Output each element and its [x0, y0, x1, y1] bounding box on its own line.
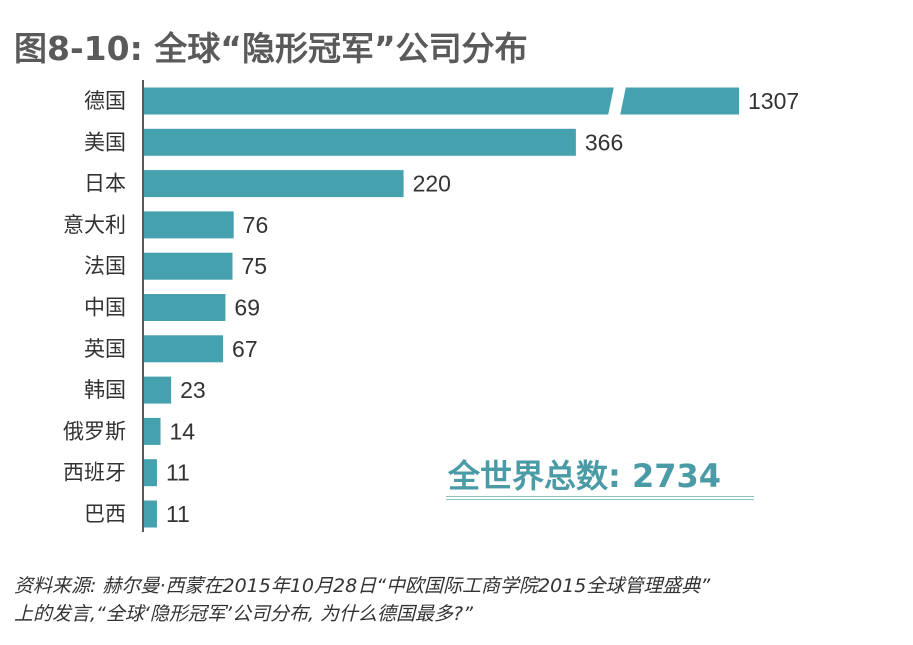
category-label: 法国: [84, 254, 126, 278]
category-label: 韩国: [84, 378, 126, 402]
bar: [144, 294, 226, 321]
bar: [144, 335, 224, 363]
total-annotation: 全世界总数: 2734: [448, 457, 722, 495]
category-label: 美国: [84, 130, 126, 154]
source-line-2: 上的发言,“全球‘隐形冠军’公司分布, 为什么德国最多?”: [14, 603, 473, 625]
category-label: 德国: [84, 89, 126, 113]
category-label: 西班牙: [63, 461, 126, 485]
bar: [144, 500, 157, 528]
bar: [144, 417, 161, 445]
axis-break: [608, 86, 626, 116]
source-line-1: 资料来源: 赫尔曼·西蒙在2015年10月28日“中欧国际工商学院2015全球管…: [14, 575, 711, 597]
source-note: 资料来源: 赫尔曼·西蒙在2015年10月28日“中欧国际工商学院2015全球管…: [14, 572, 904, 628]
bar: [144, 376, 172, 404]
category-label: 日本: [84, 172, 126, 196]
value-label: 23: [180, 377, 206, 403]
category-label: 意大利: [63, 213, 126, 237]
value-label: 14: [170, 418, 196, 444]
bar: [144, 87, 739, 115]
value-label: 366: [585, 129, 623, 155]
value-label: 67: [232, 336, 258, 362]
annotation-underline: [446, 499, 754, 500]
value-label: 11: [166, 460, 190, 486]
value-label: 76: [243, 212, 269, 238]
value-label: 220: [413, 171, 451, 197]
chart-title: 图8-10: 全球“隐形冠军”公司分布: [14, 29, 528, 68]
bar: [144, 459, 157, 487]
bar: [144, 211, 234, 239]
bar: [144, 252, 233, 280]
value-label: 1307: [748, 88, 799, 114]
annotation-underline: [446, 496, 754, 497]
value-label: 75: [242, 253, 268, 279]
value-label: 11: [166, 501, 190, 527]
bar: [144, 170, 404, 198]
category-label: 巴西: [84, 502, 126, 526]
category-label: 俄罗斯: [63, 419, 126, 443]
value-label: 69: [234, 295, 260, 321]
category-label: 中国: [84, 296, 126, 320]
bar: [144, 128, 576, 156]
category-label: 英国: [84, 337, 126, 361]
